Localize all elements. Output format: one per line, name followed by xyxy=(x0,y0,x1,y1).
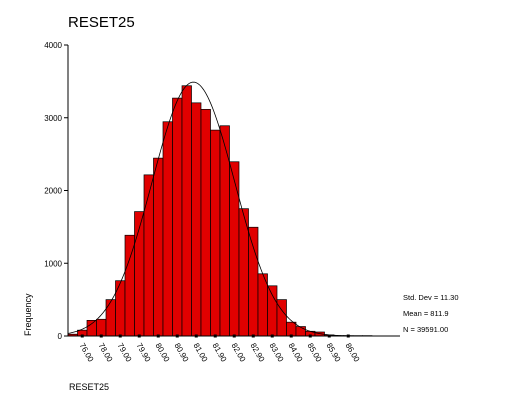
x-tick-label: 81.00 xyxy=(192,342,210,364)
y-tick-label: 1000 xyxy=(44,259,62,268)
x-tick-mark xyxy=(118,334,122,338)
x-tick-mark xyxy=(175,334,179,338)
x-tick-label: 80.00 xyxy=(154,342,172,364)
histogram-bar xyxy=(295,326,306,337)
histogram-bar xyxy=(143,174,154,337)
y-tick-label: 2000 xyxy=(44,187,62,196)
x-tick-label: 81.90 xyxy=(211,342,229,364)
histogram-bar xyxy=(124,234,135,337)
x-tick-label: 76.00 xyxy=(78,342,96,364)
x-tick-mark xyxy=(251,334,255,338)
x-tick-label: 80.90 xyxy=(173,342,191,364)
x-tick-mark xyxy=(327,334,331,338)
x-tick-mark xyxy=(346,334,350,338)
std-dev-text: Std. Dev = 11.30 xyxy=(403,293,459,302)
x-tick-mark xyxy=(137,334,141,338)
x-tick-mark xyxy=(80,334,84,338)
y-tick-label: 0 xyxy=(58,332,63,341)
histogram-bar xyxy=(134,211,145,337)
histogram-bar xyxy=(229,161,240,337)
x-tick-mark xyxy=(194,334,198,338)
y-axis-label: Frequency xyxy=(23,293,33,336)
histogram-bar xyxy=(210,129,221,337)
x-tick-label: 86.00 xyxy=(344,342,362,364)
x-tick-label: 82.90 xyxy=(249,342,267,364)
x-tick-label: 84.00 xyxy=(287,342,305,364)
x-tick-mark xyxy=(270,334,274,338)
histogram-bar xyxy=(248,226,259,337)
histogram-bar xyxy=(286,321,297,337)
x-tick-group: 76.00 78.00 79.00 79.90 80.00 80.90 81.00 81.90… xyxy=(78,334,362,364)
mean-text: Mean = 811.9 xyxy=(403,309,449,318)
histogram-bar xyxy=(200,109,211,337)
histogram-bar xyxy=(86,320,97,337)
x-tick-label: 83.00 xyxy=(268,342,286,364)
bar-group xyxy=(67,85,373,337)
x-axis-label: RESET25 xyxy=(69,382,109,392)
histogram-bar xyxy=(172,97,183,337)
histogram-bar xyxy=(96,318,107,337)
x-tick-label: 78.00 xyxy=(97,342,115,364)
x-tick-label: 79.90 xyxy=(135,342,153,364)
histogram-bar xyxy=(153,157,164,337)
histogram-bar xyxy=(191,102,202,337)
x-tick-mark xyxy=(308,334,312,338)
n-text: N = 39591.00 xyxy=(403,325,448,334)
histogram-bar xyxy=(181,85,192,337)
x-tick-label: 82.00 xyxy=(230,342,248,364)
x-tick-mark xyxy=(232,334,236,338)
histogram-bar xyxy=(257,273,268,337)
chart-title: RESET25 xyxy=(68,14,135,31)
x-tick-mark xyxy=(156,334,160,338)
y-tick-label: 3000 xyxy=(44,114,62,123)
histogram-bar xyxy=(115,280,126,337)
y-tick-label: 4000 xyxy=(44,41,62,50)
x-tick-label: 85.90 xyxy=(325,342,343,364)
x-tick-label: 85.00 xyxy=(306,342,324,364)
y-tick-group: 0 1000 2000 3000 4000 xyxy=(44,41,68,341)
histogram-bar xyxy=(162,121,173,337)
x-tick-label: 79.00 xyxy=(116,342,134,364)
x-tick-mark xyxy=(289,334,293,338)
x-tick-mark xyxy=(99,334,103,338)
normal-curve xyxy=(67,81,372,337)
x-tick-mark xyxy=(213,334,217,338)
histogram-bar xyxy=(105,299,116,337)
histogram-bar xyxy=(267,285,278,337)
